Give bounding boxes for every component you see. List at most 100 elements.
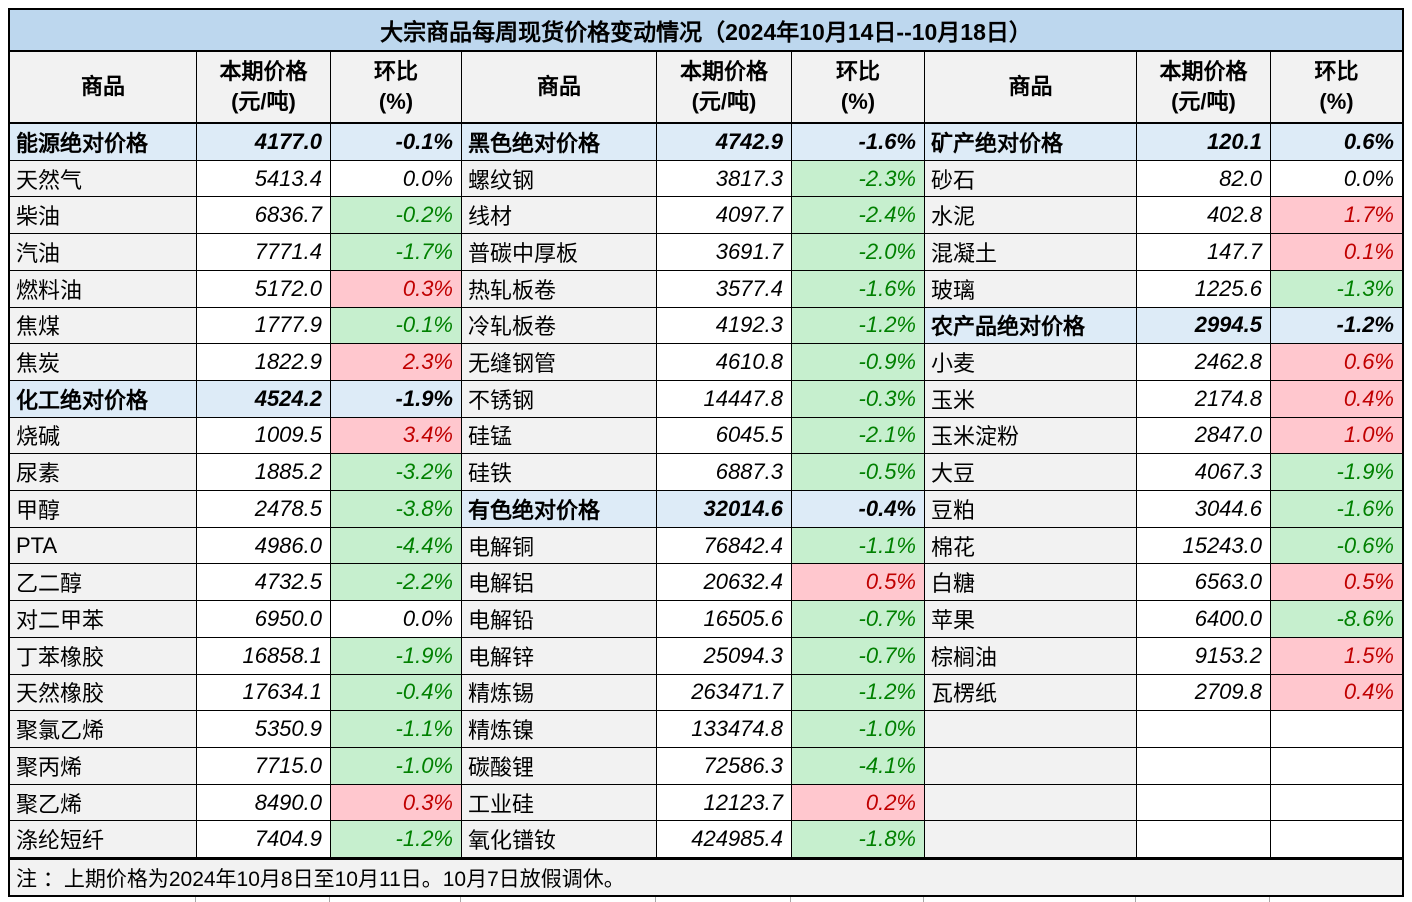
change-cell: -1.9%: [1271, 454, 1402, 492]
price-cell: 6400.0: [1137, 601, 1271, 638]
commodity-cell: 焦炭: [10, 344, 197, 381]
price-cell: 82.0: [1137, 160, 1271, 198]
gridline-tick: [1135, 897, 1136, 902]
price-cell: 25094.3: [657, 637, 792, 675]
commodity-cell: 农产品绝对价格: [925, 307, 1137, 345]
commodity-cell: [925, 711, 1137, 748]
change-cell: -1.2%: [792, 307, 925, 345]
table-row: 涤纶短纤 7404.9 -1.2% 氧化镨钕 424985.4 -1.8%: [10, 821, 1402, 859]
change-cell: -3.8%: [331, 491, 462, 528]
commodity-cell: 混凝土: [925, 234, 1137, 271]
change-cell: -2.4%: [792, 197, 925, 235]
price-cell: 8490.0: [197, 784, 331, 822]
price-cell: 9153.2: [1137, 637, 1271, 675]
commodity-cell: 电解铜: [462, 527, 657, 565]
price-cell: 72586.3: [657, 747, 792, 785]
price-cell: [1137, 784, 1271, 822]
table-row: 丁苯橡胶 16858.1 -1.9% 电解锌 25094.3 -0.7% 棕榈油 9153.2…: [10, 637, 1402, 675]
change-cell: -2.1%: [792, 417, 925, 455]
commodity-cell: 冷轧板卷: [462, 307, 657, 345]
change-cell: 0.0%: [1271, 160, 1402, 198]
gridline-tick: [655, 897, 656, 902]
price-cell: 4986.0: [197, 527, 331, 565]
gridline-tick: [790, 897, 791, 902]
table-row: 烧碱 1009.5 3.4% 硅锰 6045.5 -2.1% 玉米淀粉 2847.0 1.0%: [10, 417, 1402, 455]
price-cell: 32014.6: [657, 491, 792, 528]
table-body: 能源绝对价格 4177.0 -0.1% 黑色绝对价格 4742.9 -1.6% 矿产绝对价格…: [10, 124, 1402, 859]
change-cell: -1.2%: [331, 821, 462, 859]
change-cell: -0.1%: [331, 124, 462, 161]
commodity-cell: 聚乙烯: [10, 784, 197, 822]
price-cell: 263471.7: [657, 674, 792, 712]
commodity-price-table: 大宗商品每周现货价格变动情况（2024年10月14日--10月18日） 商品 本…: [8, 8, 1404, 897]
price-cell: [1137, 821, 1271, 859]
commodity-cell: 燃料油: [10, 270, 197, 308]
commodity-cell: 聚丙烯: [10, 747, 197, 785]
header-commodity: 商品: [10, 52, 197, 122]
change-cell: -4.4%: [331, 527, 462, 565]
commodity-cell: 无缝钢管: [462, 344, 657, 381]
commodity-cell: 丁苯橡胶: [10, 637, 197, 675]
commodity-cell: 黑色绝对价格: [462, 124, 657, 161]
commodity-cell: 乙二醇: [10, 564, 197, 602]
table-row: 能源绝对价格 4177.0 -0.1% 黑色绝对价格 4742.9 -1.6% 矿产绝对价格…: [10, 124, 1402, 161]
price-cell: 133474.8: [657, 711, 792, 748]
price-cell: 6836.7: [197, 197, 331, 235]
commodity-cell: [925, 747, 1137, 785]
commodity-cell: 能源绝对价格: [10, 124, 197, 161]
change-cell: [1271, 784, 1402, 822]
commodity-cell: 甲醇: [10, 491, 197, 528]
price-cell: 4610.8: [657, 344, 792, 381]
price-cell: 4524.2: [197, 380, 331, 418]
commodity-cell: 汽油: [10, 234, 197, 271]
price-cell: 4177.0: [197, 124, 331, 161]
commodity-cell: 精炼锡: [462, 674, 657, 712]
header-change: 环比 (%): [792, 52, 925, 122]
commodity-cell: 化工绝对价格: [10, 380, 197, 418]
commodity-cell: 小麦: [925, 344, 1137, 381]
commodity-cell: 工业硅: [462, 784, 657, 822]
commodity-cell: 砂石: [925, 160, 1137, 198]
table-row: 天然橡胶 17634.1 -0.4% 精炼锡 263471.7 -1.2% 瓦楞纸 2709.…: [10, 674, 1402, 712]
commodity-cell: 尿素: [10, 454, 197, 492]
table-row: 化工绝对价格 4524.2 -1.9% 不锈钢 14447.8 -0.3% 玉米 2174.8…: [10, 380, 1402, 418]
commodity-cell: 有色绝对价格: [462, 491, 657, 528]
change-cell: -0.3%: [792, 380, 925, 418]
change-cell: 0.6%: [1271, 344, 1402, 381]
commodity-cell: 苹果: [925, 601, 1137, 638]
table-row: 汽油 7771.4 -1.7% 普碳中厚板 3691.7 -2.0% 混凝土 147.7 0.1…: [10, 234, 1402, 271]
price-cell: 6563.0: [1137, 564, 1271, 602]
price-cell: 1822.9: [197, 344, 331, 381]
change-cell: -8.6%: [1271, 601, 1402, 638]
commodity-cell: 普碳中厚板: [462, 234, 657, 271]
change-cell: 3.4%: [331, 417, 462, 455]
change-cell: -0.7%: [792, 637, 925, 675]
header-commodity: 商品: [925, 52, 1137, 122]
price-cell: 1009.5: [197, 417, 331, 455]
footnote-text: 注 ：上期价格为2024年10月8日至10月11日。10月7日放假调休。: [16, 867, 625, 891]
header-price: 本期价格 (元/吨): [197, 52, 331, 122]
price-cell: 20632.4: [657, 564, 792, 602]
change-cell: 0.0%: [331, 160, 462, 198]
price-cell: 120.1: [1137, 124, 1271, 161]
commodity-cell: 玉米淀粉: [925, 417, 1137, 455]
commodity-cell: 碳酸锂: [462, 747, 657, 785]
change-cell: -2.0%: [792, 234, 925, 271]
change-cell: -1.6%: [792, 124, 925, 161]
change-cell: -0.2%: [331, 197, 462, 235]
price-cell: 1777.9: [197, 307, 331, 345]
change-cell: 1.7%: [1271, 197, 1402, 235]
commodity-cell: 线材: [462, 197, 657, 235]
commodity-cell: 聚氯乙烯: [10, 711, 197, 748]
change-cell: [1271, 821, 1402, 859]
change-cell: -1.6%: [792, 270, 925, 308]
commodity-cell: 白糖: [925, 564, 1137, 602]
price-cell: 2174.8: [1137, 380, 1271, 418]
change-cell: 0.1%: [1271, 234, 1402, 271]
change-cell: -1.8%: [792, 821, 925, 859]
change-cell: -0.6%: [1271, 527, 1402, 565]
change-cell: -1.3%: [1271, 270, 1402, 308]
price-cell: 76842.4: [657, 527, 792, 565]
price-cell: 2847.0: [1137, 417, 1271, 455]
commodity-cell: 玻璃: [925, 270, 1137, 308]
